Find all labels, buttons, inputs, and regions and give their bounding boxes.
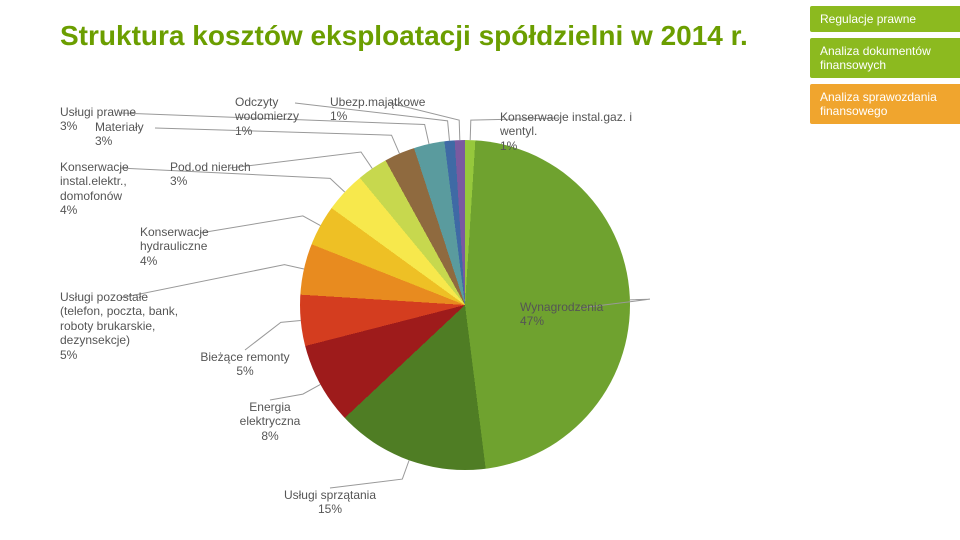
slice-label: Usługi pozostałe(telefon, poczta, bank,r… bbox=[60, 290, 178, 362]
sidebar-item-analiza-spr[interactable]: Analiza sprawozdania finansowego bbox=[810, 84, 960, 124]
sidebar-item-regulacje[interactable]: Regulacje prawne bbox=[810, 6, 960, 32]
slice-label: Usługi prawne3% bbox=[60, 105, 136, 134]
slice-label: Pod.od nieruch3% bbox=[170, 160, 251, 189]
page-title: Struktura kosztów eksploatacji spółdziel… bbox=[60, 20, 748, 52]
slice-label: Bieżące remonty5% bbox=[200, 350, 289, 379]
slice-label: Odczytywodomierzy1% bbox=[235, 95, 299, 138]
slice-label: Konserwacjeinstal.elektr.,domofonów4% bbox=[60, 160, 129, 218]
sidebar-item-analiza-dok[interactable]: Analiza dokumentów finansowych bbox=[810, 38, 960, 78]
sidebar-nav: Regulacje prawne Analiza dokumentów fina… bbox=[800, 0, 960, 130]
slice-label: Konserwacjehydrauliczne4% bbox=[140, 225, 209, 268]
slice-label: Wynagrodzenia47% bbox=[520, 300, 603, 329]
slice-label: Energiaelektryczna8% bbox=[240, 400, 301, 443]
slice-label: Ubezp.majątkowe1% bbox=[330, 95, 425, 124]
slice-label: Konserwacje instal.gaz. iwentyl.1% bbox=[500, 110, 632, 153]
slice-label: Usługi sprzątania15% bbox=[284, 488, 376, 517]
